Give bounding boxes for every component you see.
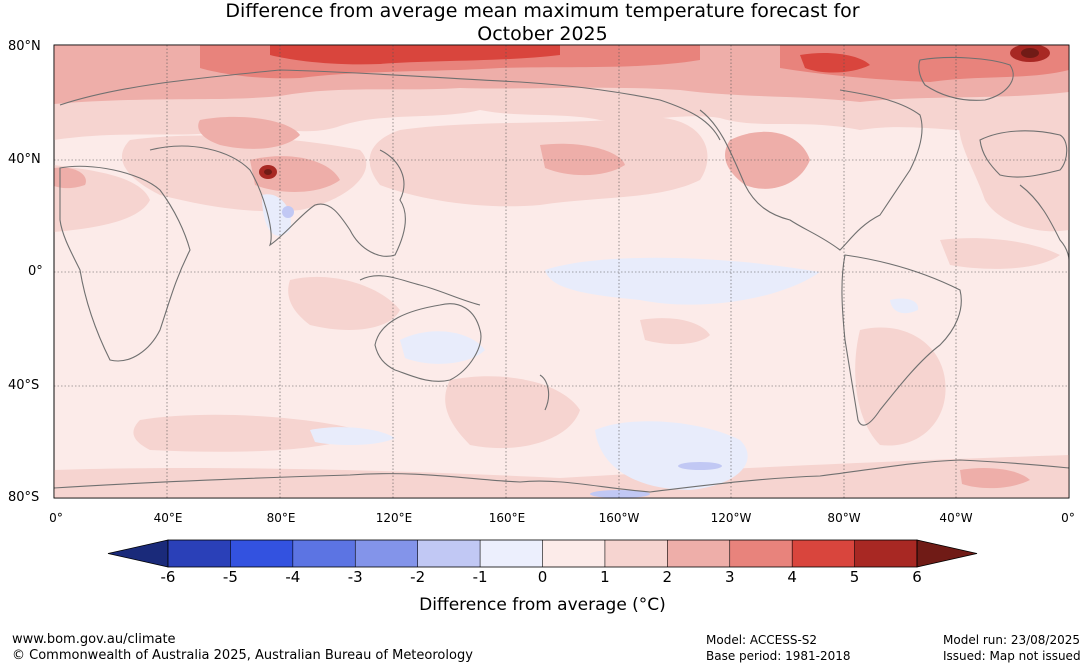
anomaly-warm-europe xyxy=(54,167,86,189)
lon-label-80e: 80°E xyxy=(266,511,296,525)
graticule xyxy=(54,45,1069,498)
lon-label-120e: 120°E xyxy=(375,511,413,525)
colorbar-tick-label: 6 xyxy=(912,568,922,586)
coastlines xyxy=(54,57,1069,493)
anomaly-cool-australia xyxy=(400,331,485,364)
lon-label-40w: 40°W xyxy=(939,511,973,525)
colorbar-tick-label: -3 xyxy=(347,568,363,586)
colorbar-swatch xyxy=(542,540,606,567)
colorbar-arrow-high xyxy=(916,539,978,568)
colorbar-tick-label: 0 xyxy=(537,568,548,586)
colorbar-tick-label: 3 xyxy=(724,568,735,586)
colorbar-swatch xyxy=(854,540,918,567)
anomaly-hot-greenland xyxy=(780,45,1069,82)
colorbar-swatch xyxy=(355,540,419,567)
colorbar-tick-label: -5 xyxy=(222,568,238,586)
anomaly-band-tropatl xyxy=(940,238,1060,269)
colorbar-swatch xyxy=(168,540,231,567)
anomaly-cool-southern-ocean xyxy=(595,421,748,490)
anomaly-cool-india-core xyxy=(282,206,294,218)
lat-label-40s: 40°S xyxy=(8,378,40,393)
anomaly-warm-siberia xyxy=(198,116,300,149)
colorbar-label: Difference from average (°C) xyxy=(419,595,666,615)
lon-label-120w: 120°W xyxy=(710,511,752,525)
colorbar-swatch xyxy=(417,540,481,567)
colorbar-arrow-low xyxy=(107,539,169,568)
lon-label-160w: 160°W xyxy=(598,511,640,525)
lon-label-0-right: 0° xyxy=(1061,511,1075,525)
anomaly-band-npac xyxy=(369,117,708,207)
anomaly-band-asia xyxy=(121,135,367,212)
colorbar-tick-label: -1 xyxy=(472,568,488,586)
colorbar-tick-label: -6 xyxy=(160,568,176,586)
footer-url: www.bom.gov.au/climate xyxy=(12,632,176,647)
map-title-line1: Difference from average mean maximum tem… xyxy=(225,0,860,22)
lon-label-0-left: 0° xyxy=(49,511,63,525)
footer-base-period: Base period: 1981-2018 xyxy=(706,649,851,663)
colorbar-tick-label: 4 xyxy=(787,568,797,586)
map-title-line2: October 2025 xyxy=(477,23,608,45)
anomaly-band-natl xyxy=(959,114,1069,232)
anomaly-band-soc1 xyxy=(445,376,580,449)
lat-label-0: 0° xyxy=(28,264,43,279)
colorbar-swatch xyxy=(667,540,731,567)
lon-label-160e: 160°E xyxy=(488,511,526,525)
colorbar-tick-label: 2 xyxy=(662,568,673,586)
lat-label-40n: 40°N xyxy=(8,152,41,167)
footer-model-run: Model run: 23/08/2025 xyxy=(943,633,1081,647)
map-title: Difference from average mean maximum tem… xyxy=(0,0,1085,46)
anomaly-warm-namerica xyxy=(725,131,810,189)
colorbar-tick-label: 1 xyxy=(600,568,610,586)
footer-copyright: © Commonwealth of Australia 2025, Austra… xyxy=(12,648,473,663)
colorbar-tick-label: 5 xyxy=(849,568,860,586)
colorbar-swatch xyxy=(230,540,294,567)
anomaly-warm-npac xyxy=(540,143,625,176)
anomaly-warm-centralasia xyxy=(250,156,340,192)
anomaly-cool-antarctic-core xyxy=(590,490,650,498)
anomaly-cool-tasman xyxy=(310,427,395,446)
lat-label-80n: 80°N xyxy=(8,39,41,54)
colorbar-swatch xyxy=(792,540,856,567)
forecast-map xyxy=(53,44,1070,499)
anomaly-extreme-greenland-core xyxy=(1021,48,1039,58)
anomaly-cool-india xyxy=(262,194,291,236)
lon-label-40e: 40°E xyxy=(153,511,183,525)
anomaly-cool-south-core xyxy=(678,462,722,470)
footer-issued: Issued: Map not issued xyxy=(943,649,1081,663)
anomaly-cool-satl xyxy=(890,298,919,314)
anomaly-band-soc2 xyxy=(133,414,360,452)
anomaly-band-samerica xyxy=(855,327,946,446)
anomaly-warm-satl xyxy=(960,468,1030,489)
colorbar-tick-label: -4 xyxy=(285,568,301,586)
anomaly-veryhot-canada xyxy=(800,53,870,73)
colorbar-swatch xyxy=(292,540,356,567)
footer-model: Model: ACCESS-S2 xyxy=(706,633,818,647)
lat-label-80s: 80°S xyxy=(8,490,40,505)
anomaly-cool-pacific xyxy=(545,257,820,305)
anomaly-band-south xyxy=(54,455,1069,498)
anomaly-extreme-himalaya-core xyxy=(264,169,272,175)
colorbar-swatch xyxy=(604,540,668,567)
anomaly-band-epac xyxy=(640,318,710,345)
colorbar-swatch xyxy=(480,540,543,567)
anomaly-band-ind xyxy=(288,276,400,330)
colorbar-tick-label: -2 xyxy=(410,568,426,586)
anomaly-veryhot-arctic xyxy=(270,45,560,65)
colorbar xyxy=(107,539,978,568)
colorbar-swatch xyxy=(729,540,793,567)
lon-label-80w: 80°W xyxy=(827,511,861,525)
